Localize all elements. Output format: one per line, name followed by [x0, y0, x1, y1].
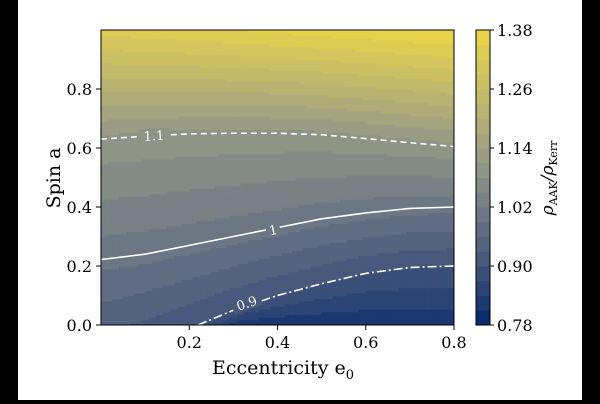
contour-figure: 0.911.1 0.2 0.4 0.6 0.80.00.20.40.60.8 0.78… [43, 21, 560, 383]
figure-canvas: 0.9 1 1.1 0.2 0.4 0.6 0.8 0.0 0.2 0.4 0.6 0.8 0.78… [18, 0, 582, 400]
contour-fill [101, 30, 454, 325]
